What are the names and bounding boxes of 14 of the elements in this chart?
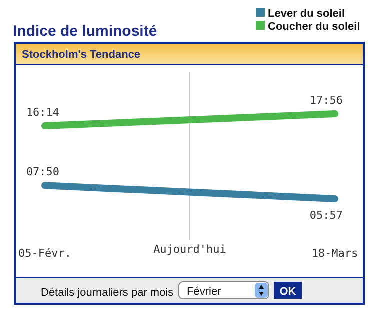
legend-label: Lever du soleil [268, 8, 346, 20]
chart-subtitle: Stockholm's Tendance [22, 49, 141, 61]
legend-label: Coucher du soleil [268, 21, 360, 33]
data-label: 16:14 [26, 106, 60, 120]
data-label: 17:56 [310, 94, 343, 107]
chart-title: Indice de luminosité [13, 23, 158, 40]
x-tick-label: 05-Févr. [18, 247, 72, 260]
ref-line-label: Aujourd'hui [154, 243, 226, 256]
button: OK [274, 282, 302, 299]
x-tick-label: 18-Mars [312, 247, 358, 260]
dropdown: Février [178, 282, 270, 300]
data-label: 05:57 [310, 209, 343, 222]
text: Détails journaliers par mois [41, 287, 174, 299]
data-label: 07:50 [26, 166, 60, 179]
